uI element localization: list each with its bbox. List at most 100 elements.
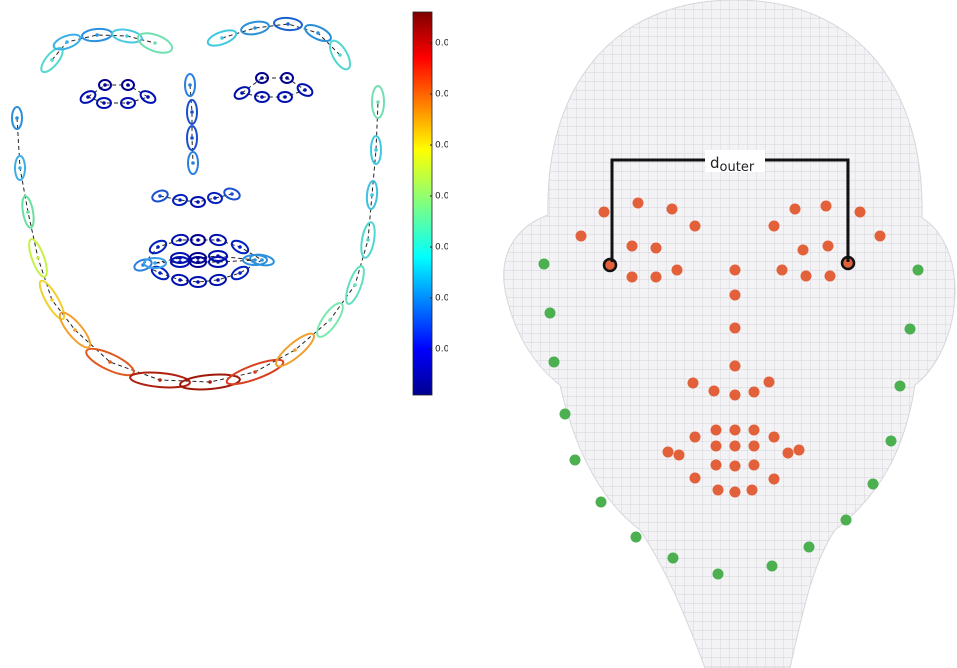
- contour-dot: [804, 542, 815, 553]
- landmark-dot: [690, 473, 701, 484]
- colorbar-tick-label: 0.0: [435, 192, 450, 202]
- landmark-dot: [747, 485, 758, 496]
- contour-dot: [596, 497, 607, 508]
- landmark-point: [126, 83, 130, 87]
- landmark-point: [50, 298, 54, 302]
- landmark-point: [196, 200, 200, 204]
- colorbar-tick-label: 0.0: [435, 243, 450, 253]
- landmark-point: [178, 260, 182, 264]
- landmark-point: [376, 100, 380, 104]
- landmark-point: [253, 370, 257, 374]
- landmark-dot: [769, 474, 780, 485]
- landmark-point: [338, 53, 342, 57]
- landmark-dot: [688, 378, 699, 389]
- contour-dot: [767, 561, 778, 572]
- landmark-point: [65, 40, 69, 44]
- landmark-point: [238, 245, 242, 249]
- landmark-dot: [690, 432, 701, 443]
- landmark-dot: [674, 450, 685, 461]
- landmark-dot: [825, 271, 836, 282]
- landmark-dot: [855, 207, 866, 218]
- landmark-point: [220, 36, 224, 40]
- landmark-link: [17, 102, 378, 382]
- landmark-point: [238, 271, 242, 275]
- landmark-dot: [672, 265, 683, 276]
- landmark-point: [190, 110, 194, 114]
- landmark-dot: [769, 221, 780, 232]
- colorbar-tick-label: 0.0: [435, 141, 450, 151]
- landmark-dot: [711, 441, 722, 452]
- landmark-point: [216, 278, 220, 282]
- colorbar-tick-label: 0.0: [435, 90, 450, 100]
- landmark-dot: [875, 231, 886, 242]
- landmark-dot: [730, 290, 741, 301]
- landmark-point: [125, 34, 129, 38]
- landmark-dot: [730, 361, 741, 372]
- landmark-dot: [798, 245, 809, 256]
- landmark-point: [73, 328, 77, 332]
- contour-dot: [886, 436, 897, 447]
- landmark-point: [102, 101, 106, 105]
- landmark-dot: [663, 447, 674, 458]
- landmark-dot: [627, 241, 638, 252]
- contour-dot: [713, 569, 724, 580]
- landmark-dot: [749, 460, 760, 471]
- landmark-point: [253, 26, 257, 30]
- landmark-dot: [713, 485, 724, 496]
- landmark-point: [190, 136, 194, 140]
- landmark-dot: [783, 448, 794, 459]
- landmark-dot: [690, 221, 701, 232]
- landmark-point: [191, 161, 195, 165]
- contour-dot: [570, 455, 581, 466]
- landmark-dot: [730, 487, 741, 498]
- landmark-dot: [777, 265, 788, 276]
- landmark-point: [36, 256, 40, 260]
- landmark-point: [303, 88, 307, 92]
- landmark-point: [178, 278, 182, 282]
- landmark-dot: [749, 425, 760, 436]
- landmark-dot: [730, 390, 741, 401]
- contour-dot: [539, 259, 550, 270]
- landmark-dot: [627, 272, 638, 283]
- landmark-dot: [651, 272, 662, 283]
- landmark-point: [208, 380, 212, 384]
- landmark-dot: [821, 201, 832, 212]
- landmark-dot: [709, 386, 720, 397]
- landmark-point: [146, 95, 150, 99]
- landmark-dot: [769, 432, 780, 443]
- landmark-point: [374, 148, 378, 152]
- landmark-point: [370, 193, 374, 197]
- contour-dot: [905, 324, 916, 335]
- landmark-dot: [576, 231, 587, 242]
- landmark-dot: [730, 461, 741, 472]
- landmark-link: [242, 78, 305, 97]
- landmark-point: [260, 95, 264, 99]
- landmark-dot: [749, 387, 760, 398]
- contour-dot: [631, 532, 642, 543]
- landmark-dot: [711, 460, 722, 471]
- landmark-point: [153, 41, 157, 45]
- label-base: d: [710, 154, 720, 172]
- landmark-point: [178, 238, 182, 242]
- landmark-point: [366, 238, 370, 242]
- landmark-dot: [633, 198, 644, 209]
- landmark-point: [178, 198, 182, 202]
- landmark-dot: [730, 323, 741, 334]
- landmark-dot: [651, 243, 662, 254]
- figure: 0.00.00.00.00.00.00.0 douter: [0, 0, 957, 668]
- landmark-dot: [730, 441, 741, 452]
- contour-dot: [895, 381, 906, 392]
- landmark-point: [103, 83, 107, 87]
- landmark-point: [50, 58, 54, 62]
- landmark-dot: [730, 265, 741, 276]
- contour-dot: [560, 409, 571, 420]
- landmark-dot: [801, 271, 812, 282]
- landmark-point: [26, 210, 30, 214]
- colorbar-tick-label: 0.0: [435, 294, 450, 304]
- contour-dot: [668, 553, 679, 564]
- landmark-point: [196, 280, 200, 284]
- landmark-point: [188, 83, 192, 87]
- landmark-point: [293, 348, 297, 352]
- landmark-point: [316, 31, 320, 35]
- landmark-point: [15, 116, 19, 120]
